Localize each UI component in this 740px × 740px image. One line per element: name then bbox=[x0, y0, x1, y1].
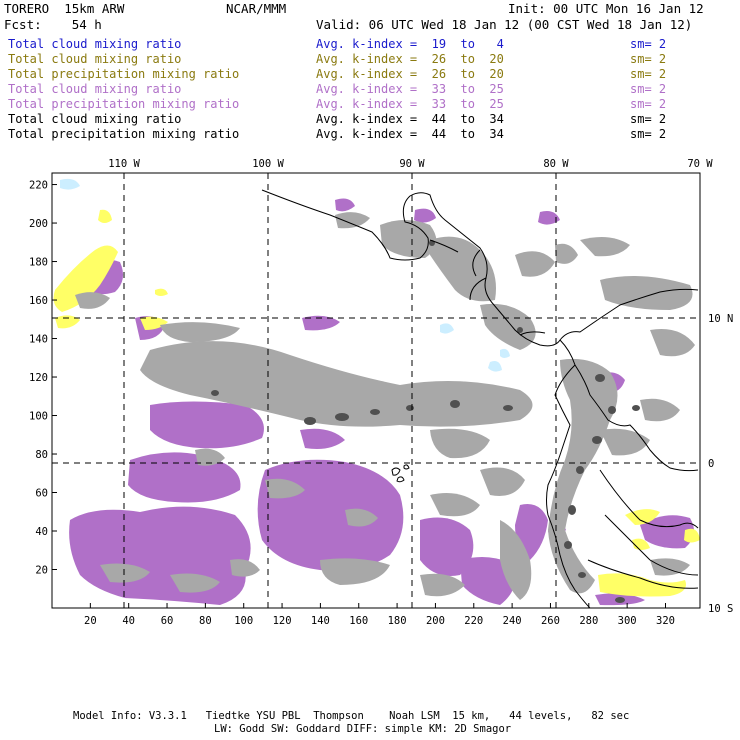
graticule bbox=[52, 173, 700, 608]
legend-field-6: Total cloud mixing ratio bbox=[8, 112, 182, 126]
lon-label-90w: 90 W bbox=[399, 158, 425, 170]
y-tick-label: 220 bbox=[29, 180, 48, 192]
y-tick-marks bbox=[52, 184, 57, 571]
organization-label: NCAR/MMM bbox=[226, 1, 287, 16]
y-tick-label: 160 bbox=[29, 295, 48, 307]
legend-sm-1: sm= 2 bbox=[630, 37, 667, 51]
legend-sm-3: sm= 2 bbox=[630, 67, 667, 81]
y-tick-label: 40 bbox=[35, 526, 48, 538]
legend-sm-7: sm= 2 bbox=[630, 127, 667, 141]
legend-sm-2: sm= 2 bbox=[630, 52, 667, 66]
lon-label-110w: 110 W bbox=[108, 158, 140, 170]
y-tick-label: 200 bbox=[29, 218, 48, 230]
lon-label-100w: 100 W bbox=[252, 158, 284, 170]
legend-kindex-3: Avg. k-index = 26 to 20 bbox=[316, 67, 504, 81]
legend-kindex-7: Avg. k-index = 44 to 34 bbox=[316, 127, 504, 141]
legend-field-2: Total cloud mixing ratio bbox=[8, 52, 182, 66]
legend-field-5: Total precipitation mixing ratio bbox=[8, 97, 240, 111]
legend-kindex-4: Avg. k-index = 33 to 25 bbox=[316, 82, 504, 96]
y-tick-label: 80 bbox=[35, 449, 48, 461]
x-tick-label: 80 bbox=[199, 615, 212, 627]
lon-label-70w: 70 W bbox=[687, 158, 713, 170]
x-tick-label: 120 bbox=[273, 615, 292, 627]
y-tick-label: 120 bbox=[29, 372, 48, 384]
legend-field-4: Total cloud mixing ratio bbox=[8, 82, 182, 96]
gray-field bbox=[75, 212, 695, 600]
x-tick-label: 280 bbox=[579, 615, 598, 627]
lightblue-field bbox=[60, 178, 510, 372]
galapagos-islands bbox=[391, 464, 410, 483]
y-tick-labels: 220 200 180 160 140 120 100 80 60 40 20 bbox=[29, 180, 48, 577]
y-tick-label: 180 bbox=[29, 257, 48, 269]
cloud-fields bbox=[53, 178, 700, 606]
x-tick-label: 220 bbox=[464, 615, 483, 627]
x-tick-label: 100 bbox=[234, 615, 253, 627]
legend-sm-5: sm= 2 bbox=[630, 97, 667, 111]
x-tick-label: 60 bbox=[161, 615, 174, 627]
x-tick-label: 300 bbox=[618, 615, 637, 627]
legend-sm-4: sm= 2 bbox=[630, 82, 667, 96]
forecast-hour: Fcst: 54 h bbox=[4, 17, 102, 32]
legend-field-3: Total precipitation mixing ratio bbox=[8, 67, 240, 81]
x-tick-labels: 20 40 60 80 100 120 140 160 180 200 220 240 260 280 30… bbox=[84, 615, 675, 627]
legend-sm-6: sm= 2 bbox=[630, 112, 667, 126]
legend-kindex-1: Avg. k-index = 19 to 4 bbox=[316, 37, 504, 51]
y-tick-label: 140 bbox=[29, 334, 48, 346]
y-tick-label: 20 bbox=[35, 565, 48, 577]
x-tick-label: 160 bbox=[349, 615, 368, 627]
x-tick-label: 40 bbox=[122, 615, 135, 627]
model-info-line1: Model Info: V3.3.1 Tiedtke YSU PBL Thomp… bbox=[73, 710, 630, 722]
lat-label-10n: 10 N bbox=[708, 313, 733, 325]
x-tick-label: 320 bbox=[656, 615, 675, 627]
y-tick-label: 100 bbox=[29, 411, 48, 423]
x-tick-marks bbox=[89, 603, 666, 608]
x-tick-label: 240 bbox=[503, 615, 522, 627]
legend-kindex-2: Avg. k-index = 26 to 20 bbox=[316, 52, 504, 66]
x-tick-label: 200 bbox=[426, 615, 445, 627]
map-frame bbox=[51, 172, 701, 609]
legend-kindex-5: Avg. k-index = 33 to 25 bbox=[316, 97, 504, 111]
x-tick-label: 140 bbox=[311, 615, 330, 627]
x-tick-label: 20 bbox=[84, 615, 97, 627]
x-tick-label: 180 bbox=[388, 615, 407, 627]
model-info-line2: LW: Godd SW: Goddard DIFF: simple KM: 2D… bbox=[214, 723, 512, 735]
lat-label-0: 0 bbox=[708, 458, 714, 470]
y-tick-label: 60 bbox=[35, 488, 48, 500]
dark-core-field bbox=[211, 240, 640, 603]
x-tick-label: 260 bbox=[541, 615, 560, 627]
legend-kindex-6: Avg. k-index = 44 to 34 bbox=[316, 112, 504, 126]
legend-field-1: Total cloud mixing ratio bbox=[8, 37, 182, 51]
lat-label-10s: 10 S bbox=[708, 603, 733, 615]
tick-labels: 110 W 100 W 90 W 80 W 70 W 10 N 0 10 S 2… bbox=[29, 158, 733, 627]
valid-time: Valid: 06 UTC Wed 18 Jan 12 (00 CST Wed … bbox=[316, 17, 693, 32]
coastlines bbox=[261, 189, 699, 609]
lon-label-80w: 80 W bbox=[543, 158, 569, 170]
legend-field-7: Total precipitation mixing ratio bbox=[8, 127, 240, 141]
init-time: Init: 00 UTC Mon 16 Jan 12 bbox=[508, 1, 704, 16]
model-title: TORERO 15km ARW bbox=[4, 1, 125, 16]
